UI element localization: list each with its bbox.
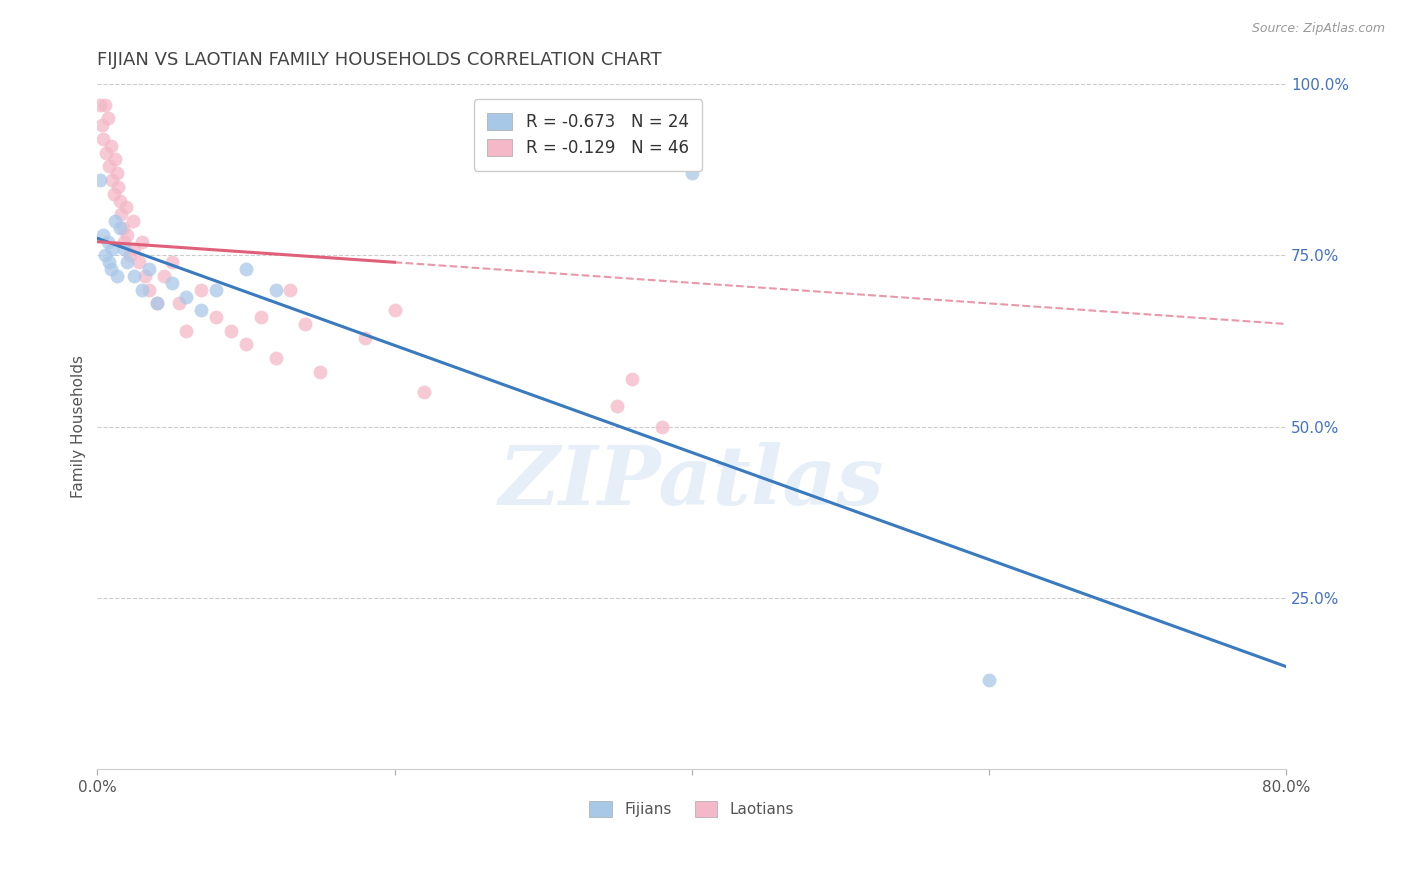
- Point: [103, 186, 125, 201]
- Point: [112, 242, 135, 256]
- Point: [111, 221, 134, 235]
- Point: [124, 268, 146, 283]
- Point: [294, 317, 316, 331]
- Point: [138, 283, 160, 297]
- Point: [118, 248, 141, 262]
- Point: [384, 303, 406, 318]
- Point: [97, 235, 120, 249]
- Point: [138, 262, 160, 277]
- Point: [134, 268, 156, 283]
- Point: [264, 351, 287, 366]
- Point: [112, 235, 135, 249]
- Point: [146, 296, 169, 310]
- Point: [606, 399, 628, 413]
- Point: [94, 248, 117, 262]
- Point: [249, 310, 271, 324]
- Point: [190, 303, 212, 318]
- Point: [104, 153, 127, 167]
- Point: [160, 255, 183, 269]
- Point: [309, 365, 332, 379]
- Text: ZIPatlas: ZIPatlas: [499, 442, 884, 522]
- Point: [235, 262, 257, 277]
- Point: [108, 221, 131, 235]
- Point: [190, 283, 212, 297]
- Point: [280, 283, 302, 297]
- Point: [176, 324, 198, 338]
- Point: [131, 235, 153, 249]
- Point: [115, 227, 138, 242]
- Point: [114, 201, 136, 215]
- Point: [977, 673, 1000, 688]
- Point: [97, 112, 120, 126]
- Point: [104, 214, 127, 228]
- Point: [101, 242, 124, 256]
- Point: [205, 310, 228, 324]
- Point: [153, 268, 176, 283]
- Text: Source: ZipAtlas.com: Source: ZipAtlas.com: [1251, 22, 1385, 36]
- Point: [353, 331, 375, 345]
- Point: [94, 97, 117, 112]
- Point: [167, 296, 190, 310]
- Legend: Fijians, Laotians: Fijians, Laotians: [583, 795, 800, 823]
- Point: [96, 145, 118, 160]
- Point: [108, 194, 131, 208]
- Point: [413, 385, 436, 400]
- Point: [235, 337, 257, 351]
- Point: [115, 255, 138, 269]
- Point: [101, 173, 124, 187]
- Point: [91, 132, 114, 146]
- Point: [100, 262, 122, 277]
- Point: [98, 159, 121, 173]
- Point: [122, 214, 145, 228]
- Point: [146, 296, 169, 310]
- Point: [681, 166, 703, 180]
- Point: [651, 419, 673, 434]
- Point: [621, 372, 644, 386]
- Point: [124, 242, 146, 256]
- Point: [110, 207, 132, 221]
- Point: [89, 173, 111, 187]
- Point: [219, 324, 242, 338]
- Point: [90, 118, 112, 132]
- Point: [105, 268, 128, 283]
- Y-axis label: Family Households: Family Households: [72, 355, 86, 499]
- Point: [91, 227, 114, 242]
- Point: [105, 166, 128, 180]
- Point: [176, 289, 198, 303]
- Point: [100, 138, 122, 153]
- Point: [128, 255, 150, 269]
- Point: [131, 283, 153, 297]
- Point: [205, 283, 228, 297]
- Point: [89, 97, 111, 112]
- Text: FIJIAN VS LAOTIAN FAMILY HOUSEHOLDS CORRELATION CHART: FIJIAN VS LAOTIAN FAMILY HOUSEHOLDS CORR…: [97, 51, 662, 69]
- Point: [98, 255, 121, 269]
- Point: [160, 276, 183, 290]
- Point: [107, 180, 129, 194]
- Point: [264, 283, 287, 297]
